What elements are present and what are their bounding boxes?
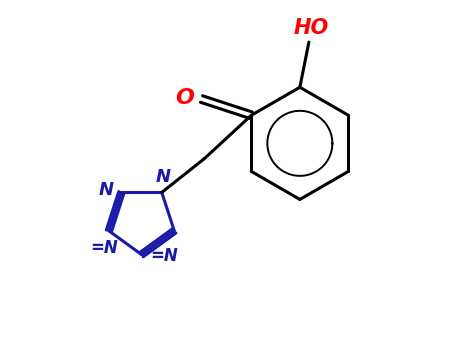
Text: HO: HO bbox=[293, 19, 329, 38]
Text: =N: =N bbox=[151, 247, 178, 265]
Text: O: O bbox=[176, 88, 194, 108]
Text: N: N bbox=[156, 168, 171, 186]
Text: =N: =N bbox=[91, 239, 118, 257]
Text: N: N bbox=[99, 181, 114, 199]
